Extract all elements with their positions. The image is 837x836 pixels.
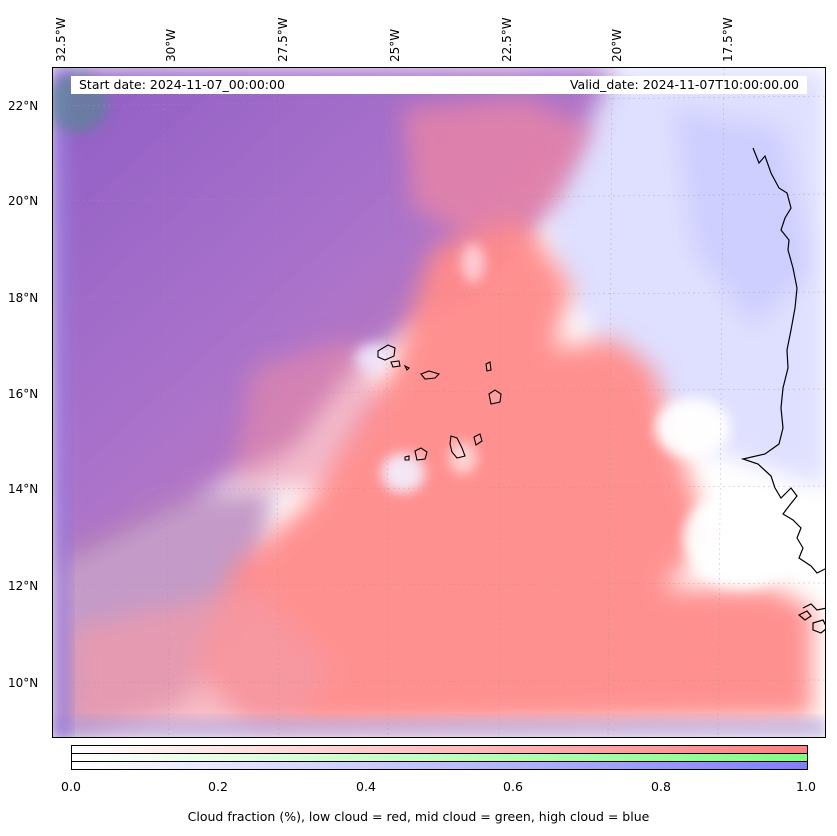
lat-label-10n: 10°N bbox=[8, 676, 39, 690]
lat-label-20n: 20°N bbox=[8, 194, 39, 208]
island-santa-luzia bbox=[403, 364, 410, 371]
africa-coastline bbox=[740, 147, 825, 634]
island-santo-antao bbox=[377, 344, 396, 361]
island-santiago bbox=[449, 435, 466, 459]
cape-verde-islands bbox=[377, 344, 502, 461]
date-info-bar: Start date: 2024-11-07_00:00:00 Valid_da… bbox=[71, 76, 807, 94]
start-date-label: Start date: 2024-11-07_00:00:00 bbox=[79, 77, 285, 92]
lat-label-18n: 18°N bbox=[8, 291, 39, 305]
colorbar-caption: Cloud fraction (%), low cloud = red, mid… bbox=[187, 809, 650, 824]
lon-label-25w: 25°W bbox=[388, 28, 402, 62]
island-sao-vicente bbox=[390, 360, 401, 368]
low-cloud-mass bbox=[73, 98, 813, 728]
island-brava bbox=[404, 455, 410, 461]
cloud-fraction-map bbox=[52, 67, 826, 738]
colorbar-tick-0-4: 0.4 bbox=[356, 779, 376, 794]
lon-label-22-5w: 22.5°W bbox=[500, 17, 514, 62]
lon-label-20w: 20°W bbox=[610, 28, 624, 62]
high-cloud-south-edge bbox=[53, 718, 825, 737]
graticule bbox=[53, 68, 825, 737]
island-boa-vista bbox=[488, 389, 502, 405]
colorbar-low-cloud bbox=[71, 745, 808, 754]
island-fogo bbox=[414, 447, 428, 461]
lon-label-27-5w: 27.5°W bbox=[276, 17, 290, 62]
island-sao-nicolau bbox=[420, 370, 441, 380]
colorbar-tick-0-2: 0.2 bbox=[208, 779, 228, 794]
cloud-fraction-colorbar bbox=[71, 745, 808, 770]
lat-label-12n: 12°N bbox=[8, 579, 39, 593]
colorbar-mid-cloud bbox=[71, 753, 808, 762]
colorbar-tick-1-0: 1.0 bbox=[796, 779, 816, 794]
high-cloud-west-edge bbox=[53, 68, 71, 737]
valid-date-label: Valid_date: 2024-11-07T10:00:00.00 bbox=[569, 77, 799, 92]
lon-label-17-5w: 17.5°W bbox=[721, 17, 735, 62]
high-cloud-east bbox=[523, 68, 825, 488]
lat-label-16n: 16°N bbox=[8, 387, 39, 401]
map-canvas bbox=[53, 68, 825, 737]
colorbar-tick-0-6: 0.6 bbox=[503, 779, 523, 794]
clear-patches bbox=[355, 243, 803, 588]
island-maio bbox=[473, 433, 483, 446]
lat-label-14n: 14°N bbox=[8, 482, 39, 496]
colorbar-tick-0-8: 0.8 bbox=[651, 779, 671, 794]
colorbar-tick-0: 0.0 bbox=[61, 779, 81, 794]
lon-label-30w: 30°W bbox=[164, 28, 178, 62]
lat-label-22n: 22°N bbox=[8, 99, 39, 113]
island-sal bbox=[485, 361, 492, 372]
lon-label-32-5w: 32.5°W bbox=[54, 17, 68, 62]
colorbar-high-cloud bbox=[71, 761, 808, 770]
